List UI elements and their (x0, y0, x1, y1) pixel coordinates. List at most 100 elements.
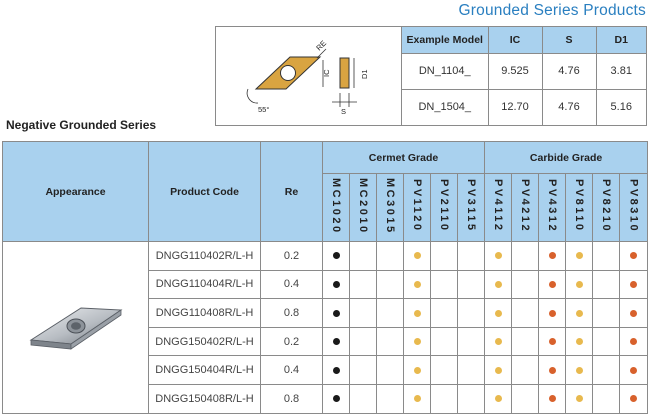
grade-mark-cell (592, 298, 621, 328)
grade-name: MC3015 (384, 177, 396, 235)
recommendation-dot-yellow (413, 280, 421, 288)
re-cell: 0.2 (260, 241, 323, 271)
recommendation-dot-orange (548, 252, 556, 260)
recommendation-dot-yellow (575, 366, 583, 374)
grade-mark-cell (484, 383, 513, 414)
grade-mark-cell (565, 383, 594, 414)
spec-header: Example Model (402, 27, 488, 54)
recommendation-dot-black (332, 366, 340, 374)
grade-mark-cell (565, 326, 594, 357)
grade-mark-cell (456, 241, 486, 271)
spec-box: RE IC D1 S 55° Example Model IC S D1 (215, 26, 647, 126)
grade-mark-cell (538, 355, 567, 385)
grade-column-header: PV4212 (511, 173, 540, 242)
grade-name: PV2110 (438, 179, 450, 233)
grade-mark-cell (322, 298, 350, 328)
grade-mark-cell (349, 241, 377, 271)
cermet-grade-header: Cermet Grade (321, 141, 486, 174)
recommendation-dot-orange (548, 280, 556, 288)
recommendation-dot-black (332, 395, 340, 403)
grade-mark-cell (376, 241, 404, 271)
grade-mark-cell (511, 298, 540, 328)
grade-mark-cell (511, 241, 540, 271)
grade-mark-cell (619, 241, 649, 271)
grade-mark-cell (565, 269, 594, 300)
grade-mark-cell (592, 326, 621, 357)
grade-column-header: MC1020 (322, 173, 350, 242)
grade-mark-cell (349, 383, 377, 414)
grade-mark-cell (430, 355, 458, 385)
recommendation-dot-yellow (575, 395, 583, 403)
grade-name: PV4312 (546, 178, 559, 234)
grade-mark-cell (538, 269, 567, 300)
re-cell: 0.4 (260, 269, 323, 300)
grade-mark-cell (538, 298, 567, 328)
ic-label: IC (322, 69, 331, 77)
grade-mark-cell (484, 326, 513, 357)
grade-mark-cell (619, 269, 649, 300)
recommendation-dot-orange (548, 309, 556, 317)
re-cell: 0.2 (260, 326, 323, 357)
grade-mark-cell (349, 355, 377, 385)
grade-mark-cell (322, 241, 350, 271)
section-heading: Negative Grounded Series (6, 118, 157, 132)
recommendation-dot-orange (630, 309, 638, 317)
grade-mark-cell (456, 383, 486, 414)
grade-mark-cell (538, 326, 567, 357)
spec-cell: DN_1504_ (418, 101, 472, 114)
re-cell: 0.8 (260, 298, 323, 328)
grade-mark-cell (511, 269, 540, 300)
grade-table: Appearance Product Code Re Cermet Grade … (2, 141, 649, 414)
grade-column-header: PV4112 (484, 173, 513, 242)
grade-mark-cell (592, 355, 621, 385)
re-header: Re (260, 141, 323, 242)
grade-mark-cell (322, 326, 350, 357)
grade-name: PV3115 (465, 179, 478, 233)
grade-column-header: PV8210 (592, 173, 621, 242)
recommendation-dot-yellow (494, 338, 502, 346)
product-code-header: Product Code (148, 141, 261, 242)
spec-cell: 4.76 (541, 89, 596, 125)
grade-mark-cell (538, 383, 567, 414)
grade-mark-cell (619, 355, 649, 385)
recommendation-dot-yellow (413, 395, 421, 403)
product-code-cell: DNGG110404R/L-H (148, 269, 261, 300)
grade-mark-cell (592, 383, 621, 414)
grade-mark-cell (565, 241, 594, 271)
grade-column-header: MC2010 (349, 173, 377, 242)
table-row: DNGG110408R/L-H 0.8 (3, 298, 649, 328)
grade-mark-cell (484, 241, 513, 271)
re-cell: 0.8 (260, 383, 323, 414)
grade-mark-cell (403, 383, 431, 414)
grade-mark-cell (484, 269, 513, 300)
grade-mark-cell (403, 298, 431, 328)
grade-mark-cell (484, 355, 513, 385)
grade-mark-cell (619, 298, 649, 328)
recommendation-dot-yellow (575, 280, 583, 288)
grade-mark-cell (511, 383, 540, 414)
product-code-cell: DNGG150402R/L-H (148, 326, 261, 357)
angle-label: 55° (258, 105, 269, 114)
grade-mark-cell (376, 298, 404, 328)
recommendation-dot-orange (630, 252, 638, 260)
recommendation-dot-yellow (413, 366, 421, 374)
grade-mark-cell (565, 298, 594, 328)
recommendation-dot-black (332, 252, 340, 260)
grade-mark-cell (592, 241, 621, 271)
appearance-header: Appearance (2, 141, 149, 242)
grade-mark-cell (456, 269, 486, 300)
spec-header: IC (487, 27, 542, 54)
grade-name: MC2010 (357, 177, 369, 235)
grade-mark-cell (484, 298, 513, 328)
spec-cell: 12.70 (487, 89, 542, 125)
grade-mark-cell (322, 383, 350, 414)
product-code-cell: DNGG150408R/L-H (148, 383, 261, 414)
grade-mark-cell (430, 326, 458, 357)
recommendation-dot-yellow (413, 309, 421, 317)
recommendation-dot-yellow (494, 309, 502, 317)
grade-mark-cell (349, 269, 377, 300)
recommendation-dot-yellow (494, 280, 502, 288)
grade-mark-cell (403, 241, 431, 271)
grade-mark-cell (456, 326, 486, 357)
grade-name: MC1020 (330, 177, 342, 235)
